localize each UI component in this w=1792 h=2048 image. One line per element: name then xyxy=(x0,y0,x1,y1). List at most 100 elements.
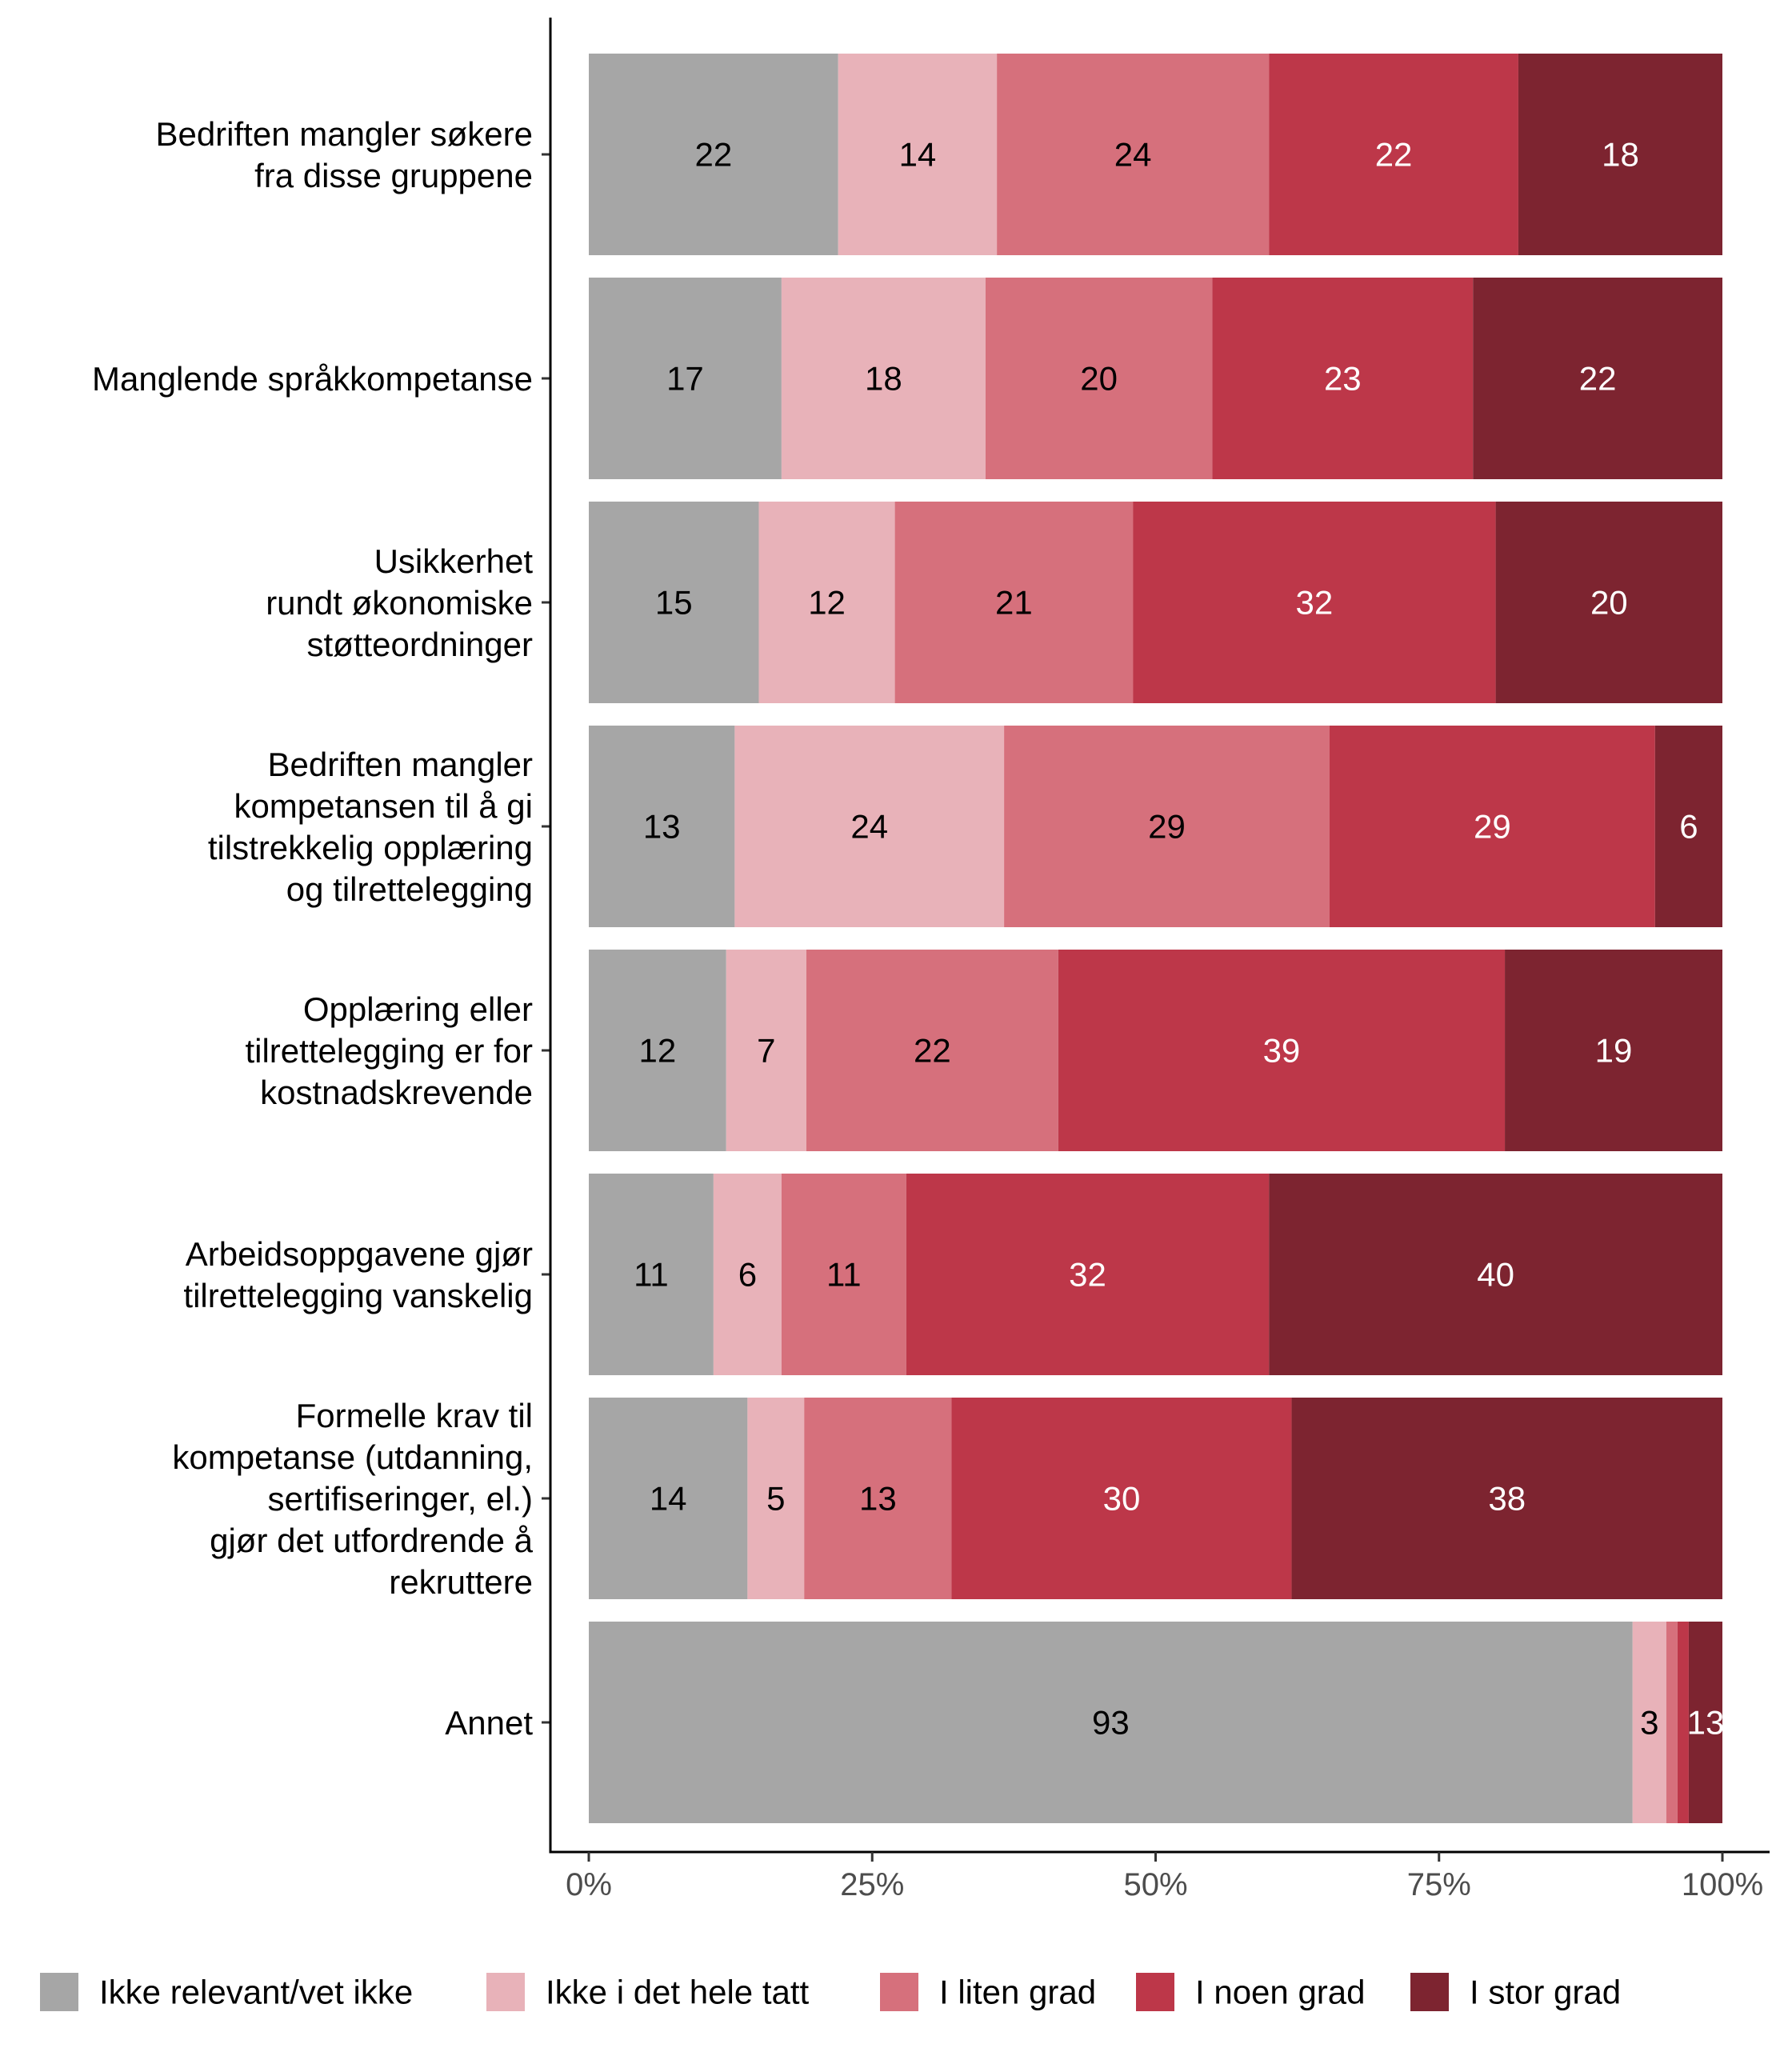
bar-segment xyxy=(734,726,1005,927)
x-tick-label: 50% xyxy=(1123,1867,1187,1902)
legend-key xyxy=(1136,1973,1174,2011)
data-label: 19 xyxy=(1595,1032,1633,1070)
data-label: 6 xyxy=(738,1256,757,1294)
legend-label: I noen grad xyxy=(1195,1974,1366,2011)
data-label: 23 xyxy=(1324,360,1362,398)
legend-key xyxy=(486,1973,525,2011)
category-label: Manglende språkkompetanse xyxy=(92,360,533,398)
bar-segment xyxy=(726,950,806,1151)
bar-segment xyxy=(1505,950,1722,1151)
category-label: Usikkerhet rundt økonomiske støtteordninge… xyxy=(266,542,533,663)
bar-segment xyxy=(781,278,986,479)
bar-segment xyxy=(589,1398,748,1599)
bar-segment xyxy=(806,950,1058,1151)
bar-segment xyxy=(1269,54,1518,255)
data-label: 12 xyxy=(639,1032,677,1070)
data-label: 13 xyxy=(1687,1704,1725,1742)
bar-segment xyxy=(589,726,735,927)
category-label: Arbeidsoppgavene gjør tilrettelegging van… xyxy=(183,1235,533,1314)
data-label: 11 xyxy=(634,1256,669,1294)
bar-segment xyxy=(589,1174,714,1375)
bar-segment xyxy=(747,1398,805,1599)
data-label: 29 xyxy=(1474,808,1511,846)
bar-segment xyxy=(1688,1622,1722,1823)
bars-layer: 22 14 24 22 18 17 18 20 23 22 15 12 21 32 20 13 24 29 29 6 1… xyxy=(589,54,1724,1823)
bar-segment xyxy=(781,1174,906,1375)
axes-layer: Bedriften mangler søkere fra disse gruppe… xyxy=(92,18,1770,1902)
data-label: 17 xyxy=(666,360,704,398)
data-label: 22 xyxy=(1579,360,1617,398)
bar-segment xyxy=(1269,1174,1722,1375)
category-label: Annet xyxy=(445,1704,533,1742)
legend: Ikke relevant/vet ikke Ikke i det hele ta… xyxy=(40,1973,1621,2011)
bar-segment xyxy=(589,950,726,1151)
bar-segment xyxy=(1654,726,1722,927)
legend-key xyxy=(880,1973,918,2011)
data-label: 14 xyxy=(650,1480,687,1518)
data-label: 38 xyxy=(1488,1480,1526,1518)
data-label: 18 xyxy=(865,360,902,398)
category-label: Bedriften mangler kompetansen til å gi til… xyxy=(208,746,533,908)
legend-label: Ikke i det hele tatt xyxy=(546,1974,810,2011)
bar-segment xyxy=(1058,950,1506,1151)
bar-segment xyxy=(1329,726,1655,927)
data-label: 39 xyxy=(1263,1032,1301,1070)
bar-segment xyxy=(951,1398,1292,1599)
data-label: 24 xyxy=(850,808,888,846)
bar-segment xyxy=(1632,1622,1666,1823)
bar-segment xyxy=(997,54,1270,255)
data-label: 30 xyxy=(1103,1480,1141,1518)
bar-segment xyxy=(894,502,1134,703)
bar-segment xyxy=(804,1398,952,1599)
data-label: 14 xyxy=(899,136,937,174)
legend-label: I stor grad xyxy=(1470,1974,1621,2011)
bar-segment xyxy=(589,54,838,255)
data-label: 21 xyxy=(995,584,1033,622)
bar-segment xyxy=(1291,1398,1722,1599)
data-label: 13 xyxy=(643,808,681,846)
x-tick-label: 25% xyxy=(840,1867,904,1902)
bar-segment xyxy=(985,278,1213,479)
x-tick-label: 0% xyxy=(566,1867,612,1902)
bar-segment xyxy=(1133,502,1496,703)
data-label: 32 xyxy=(1296,584,1334,622)
bar-segment xyxy=(906,1174,1270,1375)
bar-segment xyxy=(838,54,998,255)
bar-segment xyxy=(589,1622,1633,1823)
data-label: 15 xyxy=(655,584,693,622)
data-label: 7 xyxy=(757,1032,775,1070)
bar-segment xyxy=(1518,54,1722,255)
data-label: 11 xyxy=(826,1256,862,1294)
data-label: 22 xyxy=(1375,136,1413,174)
data-label: 12 xyxy=(808,584,846,622)
data-label: 3 xyxy=(1640,1704,1658,1742)
bar-segment xyxy=(713,1174,782,1375)
bar-segment xyxy=(1473,278,1722,479)
data-label: 93 xyxy=(1092,1704,1130,1742)
data-label: 40 xyxy=(1477,1256,1514,1294)
data-label: 22 xyxy=(914,1032,951,1070)
category-label: Formelle krav til kompetanse (utdanning, s… xyxy=(172,1397,533,1601)
legend-key xyxy=(1410,1973,1449,2011)
data-label: 18 xyxy=(1602,136,1639,174)
bar-segment xyxy=(1495,502,1722,703)
x-tick-label: 75% xyxy=(1407,1867,1471,1902)
data-label: 20 xyxy=(1080,360,1118,398)
bar-segment xyxy=(1677,1622,1689,1823)
x-tick-label: 100% xyxy=(1682,1867,1763,1902)
data-label: 20 xyxy=(1590,584,1628,622)
data-label: 5 xyxy=(766,1480,785,1518)
bar-segment xyxy=(758,502,895,703)
legend-label: Ikke relevant/vet ikke xyxy=(99,1974,413,2011)
category-label: Bedriften mangler søkere fra disse gruppe… xyxy=(155,115,533,194)
data-label: 22 xyxy=(695,136,733,174)
data-label: 29 xyxy=(1148,808,1186,846)
data-label: 24 xyxy=(1114,136,1152,174)
bar-segment xyxy=(1212,278,1474,479)
legend-key xyxy=(40,1973,78,2011)
data-label: 13 xyxy=(859,1480,897,1518)
bar-segment xyxy=(589,502,759,703)
bar-segment xyxy=(589,278,782,479)
category-label: Opplæring eller tilrettelegging er for kos… xyxy=(245,990,533,1111)
